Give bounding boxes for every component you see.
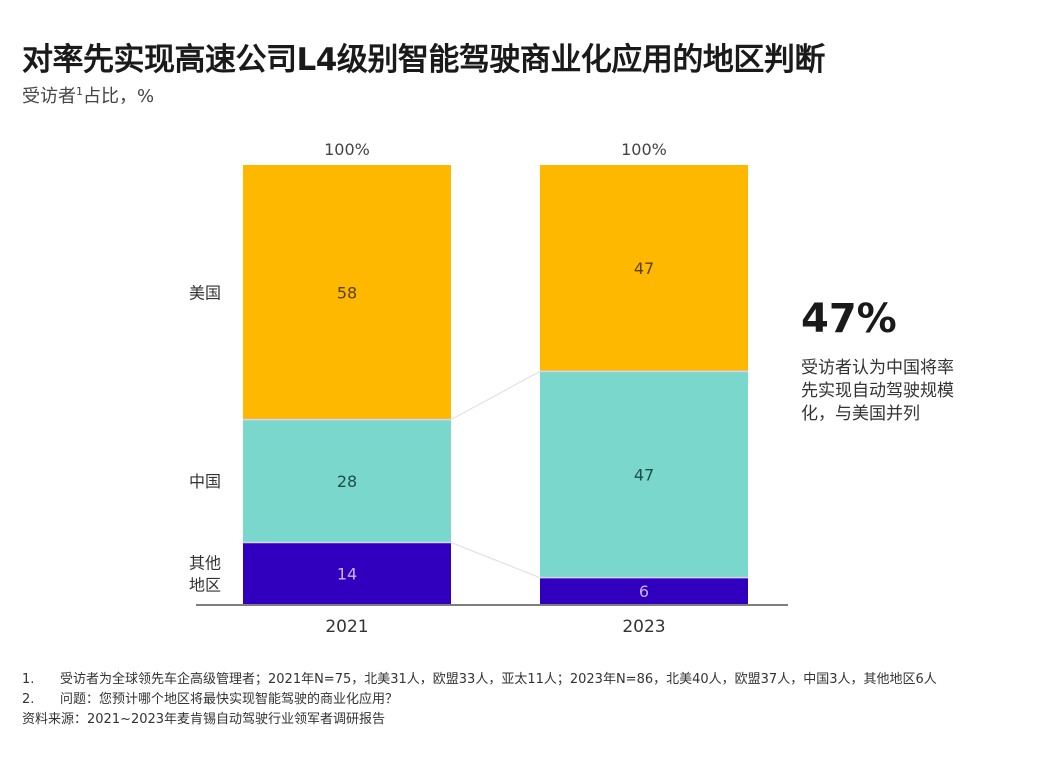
subtitle-unit: 占比，% (83, 86, 155, 107)
total-label: 100% (621, 140, 667, 159)
footnote-text: 问题：您预计哪个地区将最快实现智能驾驶的商业化应用？ (60, 692, 399, 707)
data-label: 28 (337, 472, 357, 491)
callout-value: 47% (801, 296, 897, 342)
data-label: 47 (634, 465, 654, 484)
stacked-bar-chart: 14 28 58 100% 2021 6 47 47 100% 2023 其他地区 中国 美国 (189, 140, 788, 637)
footnotes: 1. 受访者为全球领先车企高级管理者；2021年N=75，北美31人，欧盟33人… (22, 670, 1042, 730)
callout-text: 受访者认为中国将率先实现自动驾驶规模化，与美国并列 (801, 358, 954, 424)
total-label: 100% (324, 140, 370, 159)
bar-segment-2021-2 (243, 165, 451, 420)
data-label: 6 (639, 582, 649, 601)
x-tick-label: 2023 (622, 617, 665, 637)
footnote-number: 1. (22, 672, 35, 687)
footnote-1: 1. 受访者为全球领先车企高级管理者；2021年N=75，北美31人，欧盟33人… (22, 670, 1042, 690)
data-label: 47 (634, 259, 654, 278)
bar-segment-2023-0 (540, 577, 748, 604)
footnote-text: 受访者为全球领先车企高级管理者；2021年N=75，北美31人，欧盟33人，亚太… (60, 672, 937, 687)
source-note: 资料来源：2021~2023年麦肯锡自动驾驶行业领军者调研报告 (22, 712, 386, 727)
subtitle-text: 受访者 (22, 86, 76, 107)
bar-segment-2023-2 (540, 165, 748, 372)
footnote-marker: 1 (76, 85, 83, 98)
connector-line (450, 541, 541, 579)
legend-label: 地区 (189, 575, 221, 594)
data-label: 14 (337, 564, 357, 583)
chart-subtitle: 受访者1占比，% (22, 82, 154, 108)
bar-segment-2021-1 (243, 419, 451, 543)
legend-label: 其他 (189, 553, 221, 572)
bar-segment-2021-0 (243, 542, 451, 604)
x-tick-label: 2021 (325, 617, 368, 637)
legend-label: 中国 (189, 472, 221, 491)
connector-line (450, 370, 541, 421)
legend-label: 美国 (189, 283, 221, 302)
footnote-number: 2. (22, 692, 35, 707)
chart-title: 对率先实现高速公司L4级别智能驾驶商业化应用的地区判断 (22, 42, 825, 78)
footnote-2: 2. 问题：您预计哪个地区将最快实现智能驾驶的商业化应用？ (22, 690, 1042, 710)
bar-segment-2023-1 (540, 371, 748, 578)
data-label: 58 (337, 283, 357, 302)
